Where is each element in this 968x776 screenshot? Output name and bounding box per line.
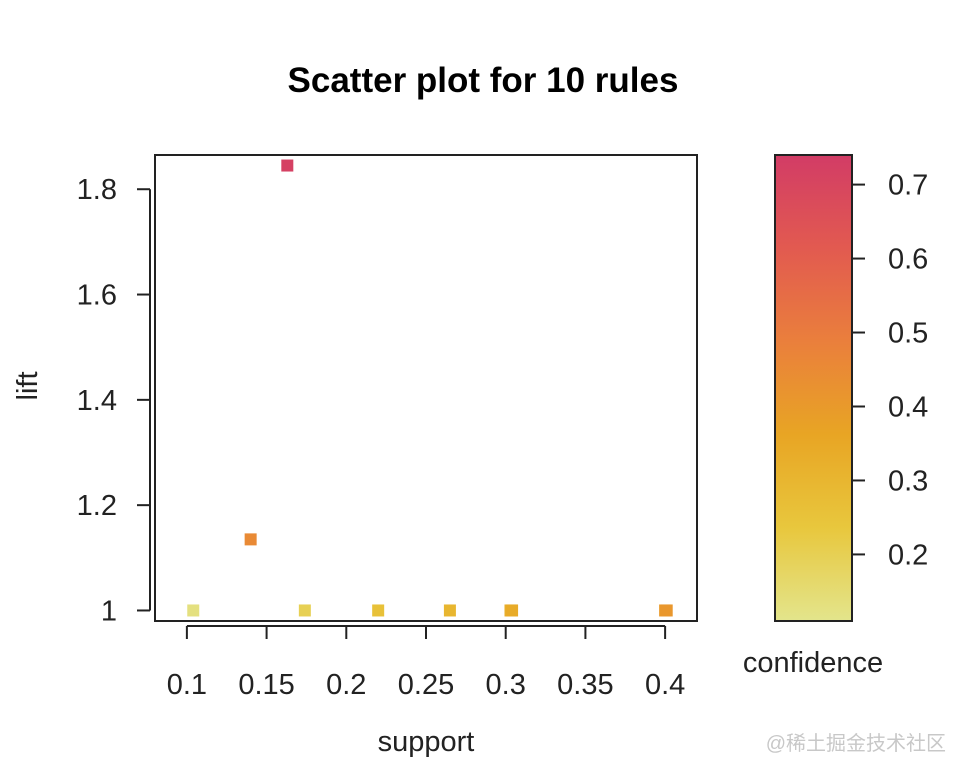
y-tick-label: 1 (101, 595, 117, 627)
colorbar-tick-label: 0.2 (888, 539, 928, 571)
x-tick-label: 0.25 (398, 669, 454, 701)
x-tick-label: 0.4 (645, 669, 685, 701)
colorbar-tick-label: 0.4 (888, 391, 928, 423)
data-point (372, 604, 385, 617)
data-point (298, 604, 311, 617)
plot-frame (154, 154, 698, 622)
colorbar-tick-label: 0.5 (888, 318, 928, 350)
x-tick-label: 0.2 (326, 669, 366, 701)
data-point (506, 604, 519, 617)
x-tick-label: 0.1 (167, 669, 207, 701)
y-tick-label: 1.8 (77, 174, 117, 206)
colorbar-tick-label: 0.3 (888, 465, 928, 497)
data-point (244, 533, 257, 546)
y-axis-label: lift (12, 372, 44, 401)
watermark: @稀土掘金技术社区 (766, 732, 946, 755)
data-point (281, 159, 294, 172)
y-tick-label: 1.6 (77, 280, 117, 312)
chart-title: Scatter plot for 10 rules (288, 61, 679, 100)
data-point (660, 604, 673, 617)
colorbar-tick-label: 0.6 (888, 244, 928, 276)
colorbar-axis: 0.2 0.3 0.4 0.5 0.6 0.7 (852, 170, 928, 571)
data-point (443, 604, 456, 617)
colorbar (774, 154, 853, 622)
y-tick-label: 1.2 (77, 490, 117, 522)
x-tick-label: 0.35 (557, 669, 613, 701)
x-tick-label: 0.15 (238, 669, 294, 701)
colorbar-tick-label: 0.7 (888, 170, 928, 202)
x-axis: 0.1 0.15 0.2 0.25 0.3 0.35 0.4 (167, 625, 685, 701)
x-tick-label: 0.3 (486, 669, 526, 701)
data-points (187, 159, 673, 617)
data-point (187, 604, 200, 617)
y-axis: 1 1.2 1.4 1.6 1.8 (77, 174, 151, 627)
y-tick-label: 1.4 (77, 385, 117, 417)
x-axis-label: support (378, 726, 475, 758)
colorbar-label: confidence (743, 647, 883, 679)
